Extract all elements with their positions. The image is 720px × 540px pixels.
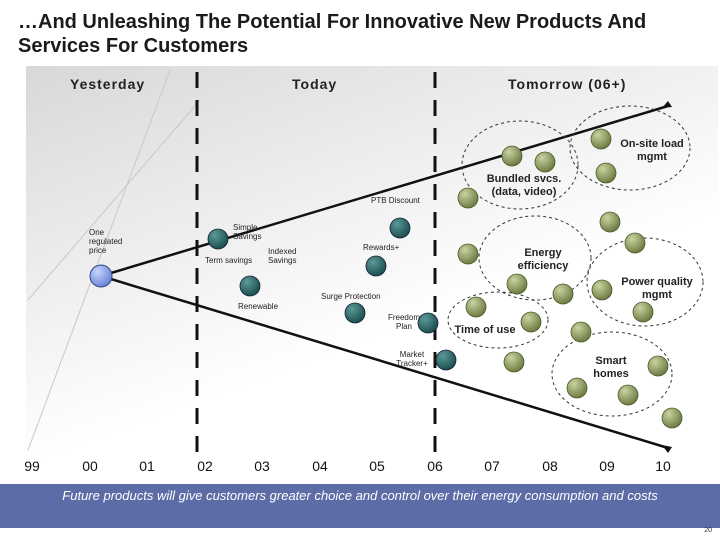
node-future bbox=[599, 211, 621, 233]
node-market-tracker bbox=[435, 349, 457, 371]
node-future bbox=[503, 351, 525, 373]
year-label: 00 bbox=[82, 458, 98, 474]
page-number: 20 bbox=[704, 527, 712, 534]
node-future bbox=[590, 128, 612, 150]
cluster-smart-homes bbox=[551, 331, 673, 417]
node-future bbox=[624, 232, 646, 254]
cluster-power-quality bbox=[586, 237, 704, 327]
footer-banner bbox=[0, 484, 720, 528]
node-future bbox=[552, 283, 574, 305]
node-future bbox=[595, 162, 617, 184]
node-future bbox=[661, 407, 683, 429]
label-term-savings: Term savings bbox=[205, 256, 253, 265]
label-surge-protection: Surge Protection bbox=[321, 292, 381, 301]
node-future bbox=[520, 311, 542, 333]
label-indexed-savings: Indexed Savings bbox=[268, 247, 297, 265]
node-future bbox=[457, 243, 479, 265]
year-label: 01 bbox=[139, 458, 155, 474]
node-future bbox=[566, 377, 588, 399]
node-simple-savings bbox=[207, 228, 229, 250]
cluster-onsite-load bbox=[569, 105, 691, 191]
cluster-energy-efficiency bbox=[478, 215, 592, 301]
era-tomorrow: Tomorrow (06+) bbox=[508, 76, 627, 92]
cluster-time-of-use bbox=[447, 291, 549, 349]
page-title: …And Unleashing The Potential For Innova… bbox=[18, 11, 647, 57]
node-one-regulated-price bbox=[89, 264, 113, 288]
label-onsite-load: On-site load mgmt bbox=[620, 138, 684, 163]
year-label: 06 bbox=[427, 458, 443, 474]
label-one-regulated-price: One regulated price bbox=[89, 228, 123, 255]
node-future bbox=[501, 145, 523, 167]
wedge-lower-line bbox=[100, 274, 669, 450]
background-line bbox=[27, 99, 201, 301]
year-label: 05 bbox=[369, 458, 385, 474]
era-today: Today bbox=[292, 76, 338, 92]
label-rewards: Rewards+ bbox=[363, 243, 400, 252]
node-ptb-discount bbox=[389, 217, 411, 239]
wedge-lower-arrowhead bbox=[662, 445, 672, 453]
year-label: 10 bbox=[655, 458, 671, 474]
era-yesterday: Yesterday bbox=[70, 76, 146, 92]
node-future bbox=[617, 384, 639, 406]
node-future bbox=[591, 279, 613, 301]
label-time-of-use: Time of use bbox=[454, 324, 516, 336]
node-future bbox=[457, 187, 479, 209]
background-line bbox=[27, 69, 171, 451]
label-power-quality: Power quality mgmt bbox=[621, 276, 693, 301]
year-label: 99 bbox=[24, 458, 40, 474]
year-label: 04 bbox=[312, 458, 328, 474]
year-label: 03 bbox=[254, 458, 270, 474]
node-surge-protection bbox=[344, 302, 366, 324]
node-freedom-plan bbox=[417, 312, 439, 334]
label-bundled-svcs: Bundled svcs. (data, video) bbox=[486, 173, 562, 198]
year-label: 02 bbox=[197, 458, 213, 474]
label-ptb-discount: PTB Discount bbox=[371, 196, 420, 205]
node-future bbox=[506, 273, 528, 295]
label-market-tracker: Market Tracker+ bbox=[396, 350, 428, 368]
footer-text: Future products will give customers grea… bbox=[62, 488, 658, 503]
node-rewards bbox=[365, 255, 387, 277]
node-future bbox=[570, 321, 592, 343]
label-renewable: Renewable bbox=[238, 302, 279, 311]
node-term-savings bbox=[239, 275, 261, 297]
label-freedom-plan: Freedom Plan bbox=[387, 313, 420, 331]
label-energy-efficiency: Energy efficiency bbox=[517, 247, 569, 272]
wedge-upper-arrowhead bbox=[662, 101, 672, 108]
node-future bbox=[632, 301, 654, 323]
label-smart-homes: Smart homes bbox=[593, 355, 629, 380]
node-future bbox=[465, 296, 487, 318]
node-future bbox=[647, 355, 669, 377]
year-label: 09 bbox=[599, 458, 615, 474]
year-label: 08 bbox=[542, 458, 558, 474]
label-simple-savings: Simple Savings bbox=[233, 223, 262, 241]
cluster-bundled-svcs bbox=[461, 120, 579, 210]
node-future bbox=[534, 151, 556, 173]
year-label: 07 bbox=[484, 458, 500, 474]
